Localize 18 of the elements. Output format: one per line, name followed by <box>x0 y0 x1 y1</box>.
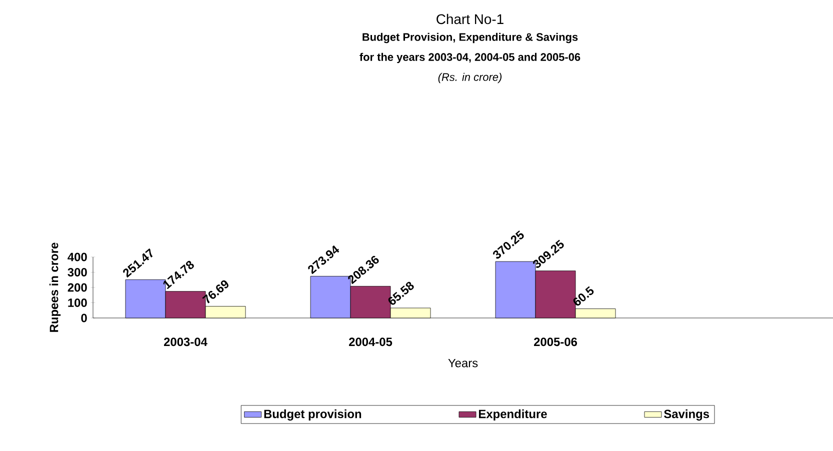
text: (Rs. in crore) <box>438 72 502 84</box>
legend-label: Savings <box>664 409 710 421</box>
y-tick-label: 100 <box>68 298 87 307</box>
y-tick-label: 300 <box>68 268 87 276</box>
y-tick-label: 0 <box>81 314 87 322</box>
data-label: 60.5 <box>573 286 594 306</box>
x-tick-label: 2004-05 <box>348 338 392 346</box>
chart-subtitle: Budget Provision, Expenditure & Savings <box>362 32 578 44</box>
legend-label: Expenditure <box>478 409 547 421</box>
chart-title: Chart No-1 <box>436 14 504 24</box>
legend-label: Budget provision <box>264 409 362 421</box>
x-axis-title: Years <box>448 358 478 368</box>
x-tick-label: 2005-06 <box>534 338 578 346</box>
x-tick-label: 2003-04 <box>164 338 208 346</box>
y-axis-title: Rupees in crore <box>49 242 61 332</box>
y-tick-label: 400 <box>68 252 87 262</box>
y-tick-label: 200 <box>68 283 87 292</box>
text: for the years 2003-04, 2004-05 and 2005-06 <box>360 52 580 64</box>
